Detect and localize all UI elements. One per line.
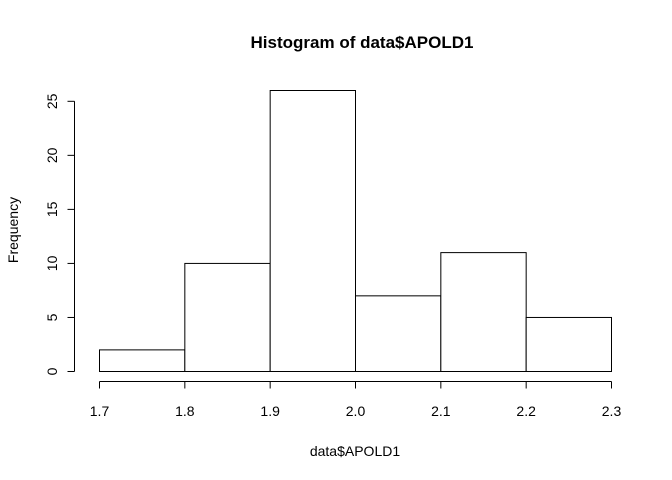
x-axis-label: data$APOLD1 bbox=[310, 443, 400, 459]
y-tick-label-5: 25 bbox=[44, 93, 60, 109]
y-tick-label-0: 0 bbox=[44, 367, 60, 375]
y-axis: 0 5 10 15 20 25 bbox=[44, 93, 75, 375]
x-axis: 1.7 1.8 1.9 2.0 2.1 2.2 2.3 bbox=[90, 381, 622, 419]
histogram-bar-0 bbox=[99, 349, 186, 372]
histogram-bar-3 bbox=[355, 295, 442, 373]
y-axis-label: Frequency bbox=[5, 197, 21, 263]
x-tick-label-3: 2.0 bbox=[346, 403, 366, 419]
histogram-bar-1 bbox=[184, 262, 271, 372]
histogram-bar-4 bbox=[440, 252, 527, 372]
x-tick-label-4: 2.1 bbox=[431, 403, 451, 419]
chart-title: Histogram of data$APOLD1 bbox=[251, 33, 474, 52]
histogram-bar-5 bbox=[525, 316, 613, 373]
y-tick-label-3: 15 bbox=[44, 201, 60, 217]
x-tick-label-0: 1.7 bbox=[90, 403, 110, 419]
y-tick-label-4: 20 bbox=[44, 147, 60, 163]
x-tick-label-5: 2.2 bbox=[516, 403, 536, 419]
y-tick-label-1: 5 bbox=[44, 313, 60, 321]
histogram-bar-2 bbox=[269, 90, 356, 372]
y-tick-label-2: 10 bbox=[44, 255, 60, 271]
x-tick-label-6: 2.3 bbox=[602, 403, 622, 419]
x-tick-label-1: 1.8 bbox=[175, 403, 195, 419]
x-tick-label-2: 1.9 bbox=[260, 403, 280, 419]
bars-group bbox=[99, 90, 613, 373]
